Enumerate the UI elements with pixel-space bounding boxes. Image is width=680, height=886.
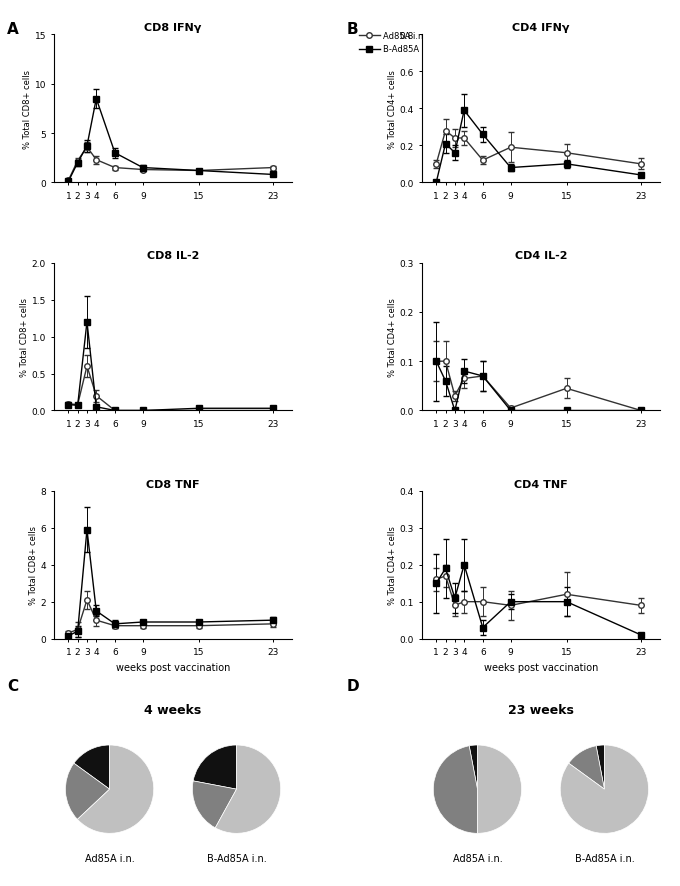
- X-axis label: Ad85A i.n.: Ad85A i.n.: [453, 852, 503, 863]
- Wedge shape: [560, 745, 649, 834]
- Title: 23 weeks: 23 weeks: [508, 703, 574, 717]
- Title: 4 weeks: 4 weeks: [144, 703, 202, 717]
- Title: CD4 TNF: CD4 TNF: [514, 479, 568, 489]
- Wedge shape: [433, 746, 477, 834]
- Y-axis label: % Total CD8+ cells: % Total CD8+ cells: [23, 70, 32, 149]
- Text: D: D: [347, 678, 360, 693]
- Y-axis label: % Total CD8+ cells: % Total CD8+ cells: [29, 525, 37, 604]
- Wedge shape: [78, 745, 154, 834]
- Title: CD8 IFNγ: CD8 IFNγ: [144, 23, 202, 34]
- Y-axis label: % Total CD8+ cells: % Total CD8+ cells: [20, 298, 29, 377]
- Y-axis label: % Total CD4+ cells: % Total CD4+ cells: [388, 298, 397, 377]
- Text: C: C: [7, 678, 18, 693]
- Wedge shape: [568, 746, 605, 789]
- X-axis label: Ad85A i.n.: Ad85A i.n.: [85, 852, 135, 863]
- Title: CD8 IL-2: CD8 IL-2: [147, 251, 199, 261]
- X-axis label: weeks post vaccination: weeks post vaccination: [116, 662, 231, 672]
- Wedge shape: [216, 745, 281, 834]
- Wedge shape: [74, 745, 109, 789]
- Wedge shape: [477, 745, 522, 834]
- Title: CD8 TNF: CD8 TNF: [146, 479, 200, 489]
- Wedge shape: [596, 745, 605, 789]
- Wedge shape: [469, 745, 477, 789]
- Wedge shape: [193, 745, 237, 789]
- X-axis label: weeks post vaccination: weeks post vaccination: [483, 662, 598, 672]
- X-axis label: B-Ad85A i.n.: B-Ad85A i.n.: [207, 852, 267, 863]
- Text: A: A: [7, 22, 18, 37]
- Text: B: B: [347, 22, 358, 37]
- Title: CD4 IL-2: CD4 IL-2: [515, 251, 567, 261]
- Title: CD4 IFNγ: CD4 IFNγ: [512, 23, 570, 34]
- X-axis label: B-Ad85A i.n.: B-Ad85A i.n.: [575, 852, 634, 863]
- Wedge shape: [192, 781, 237, 828]
- Y-axis label: % Total CD4+ cells: % Total CD4+ cells: [388, 525, 397, 604]
- Legend: Ad85A i.n., B-Ad85A i.n.: Ad85A i.n., B-Ad85A i.n.: [359, 32, 435, 54]
- Wedge shape: [65, 764, 109, 820]
- Y-axis label: % Total CD4+ cells: % Total CD4+ cells: [388, 70, 397, 149]
